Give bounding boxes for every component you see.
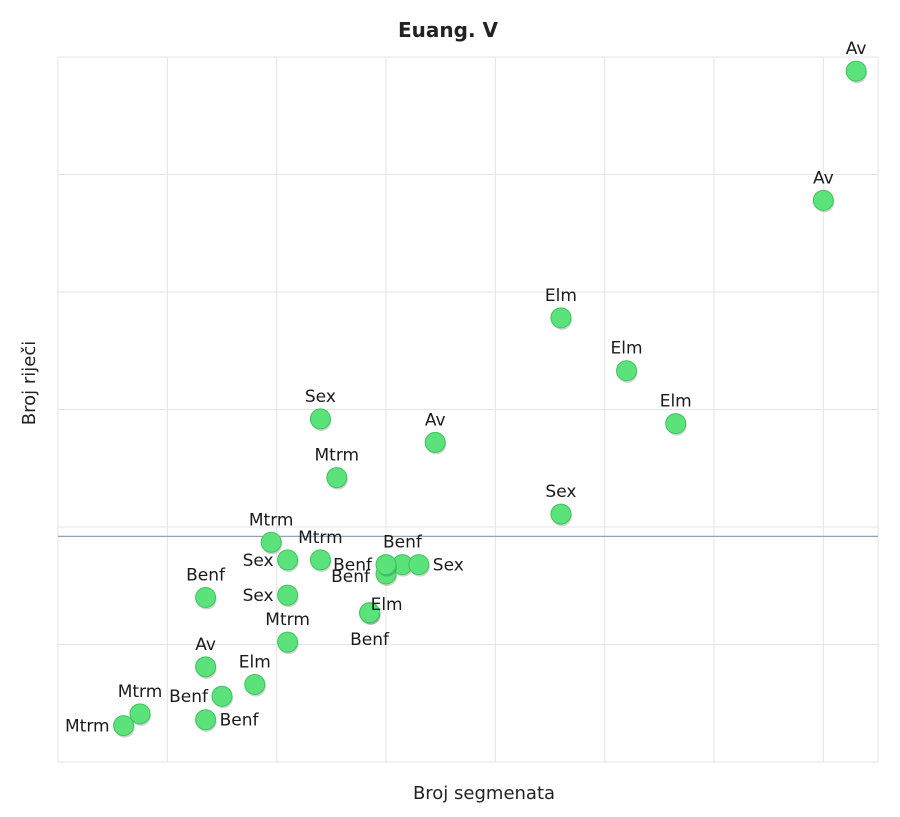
data-point	[845, 60, 867, 82]
point-label: Sex	[243, 586, 274, 606]
point-labels-layer: Av Av Elm Elm Elm Sex Av Mtrm Sex Mtrm Sex Mtrm Benf…	[65, 39, 866, 736]
data-point	[195, 587, 217, 608]
point-label: Sex	[545, 482, 576, 502]
data-point	[812, 189, 834, 211]
data-point	[211, 685, 233, 707]
data-point	[550, 503, 572, 525]
data-point	[375, 554, 397, 576]
point-label: Mtrm	[315, 446, 360, 466]
data-point	[129, 703, 151, 725]
y-axis-label: Broj riječi	[19, 341, 40, 425]
x-axis-label: Broj segmenata	[413, 783, 555, 804]
point-label: Benf	[350, 630, 390, 650]
point-label: Benf	[331, 567, 371, 587]
point-label: Sex	[433, 556, 464, 576]
data-point	[424, 431, 446, 453]
data-point	[277, 631, 299, 653]
point-label: Av	[813, 168, 834, 188]
data-point	[616, 360, 638, 382]
point-label: Mtrm	[65, 717, 110, 737]
data-point	[260, 531, 282, 553]
point-label: Elm	[239, 652, 271, 672]
data-point	[408, 554, 430, 576]
point-label: Benf	[169, 687, 209, 707]
point-label: Elm	[545, 286, 577, 306]
point-label: Av	[846, 39, 867, 59]
data-point	[665, 413, 687, 435]
point-label: Elm	[611, 339, 643, 359]
point-label: Benf	[186, 566, 226, 586]
point-label: Mtrm	[265, 610, 310, 630]
point-label: Benf	[220, 711, 260, 731]
point-label: Mtrm	[118, 682, 163, 702]
point-label: Av	[425, 410, 446, 430]
points-layer	[113, 60, 868, 738]
data-point	[113, 715, 135, 737]
point-label: Benf	[333, 556, 373, 576]
data-point	[309, 408, 331, 430]
data-point	[550, 307, 572, 329]
point-label: Mtrm	[249, 510, 294, 530]
point-label: Sex	[305, 387, 336, 407]
data-point	[309, 549, 331, 571]
point-label: Benf	[383, 533, 423, 553]
data-point	[244, 673, 266, 695]
point-label: Sex	[243, 551, 274, 571]
data-point	[277, 584, 299, 606]
data-point	[326, 467, 348, 489]
data-point	[277, 549, 299, 571]
point-label: Av	[195, 635, 216, 655]
point-label: Elm	[371, 595, 403, 615]
data-point	[359, 602, 381, 624]
plot-area-border	[57, 56, 879, 763]
chart-title: Euang. V	[398, 18, 499, 42]
point-label: Mtrm	[298, 528, 343, 548]
grid	[57, 56, 879, 763]
data-point	[195, 709, 217, 731]
data-point	[195, 656, 217, 678]
point-label: Elm	[660, 392, 692, 412]
